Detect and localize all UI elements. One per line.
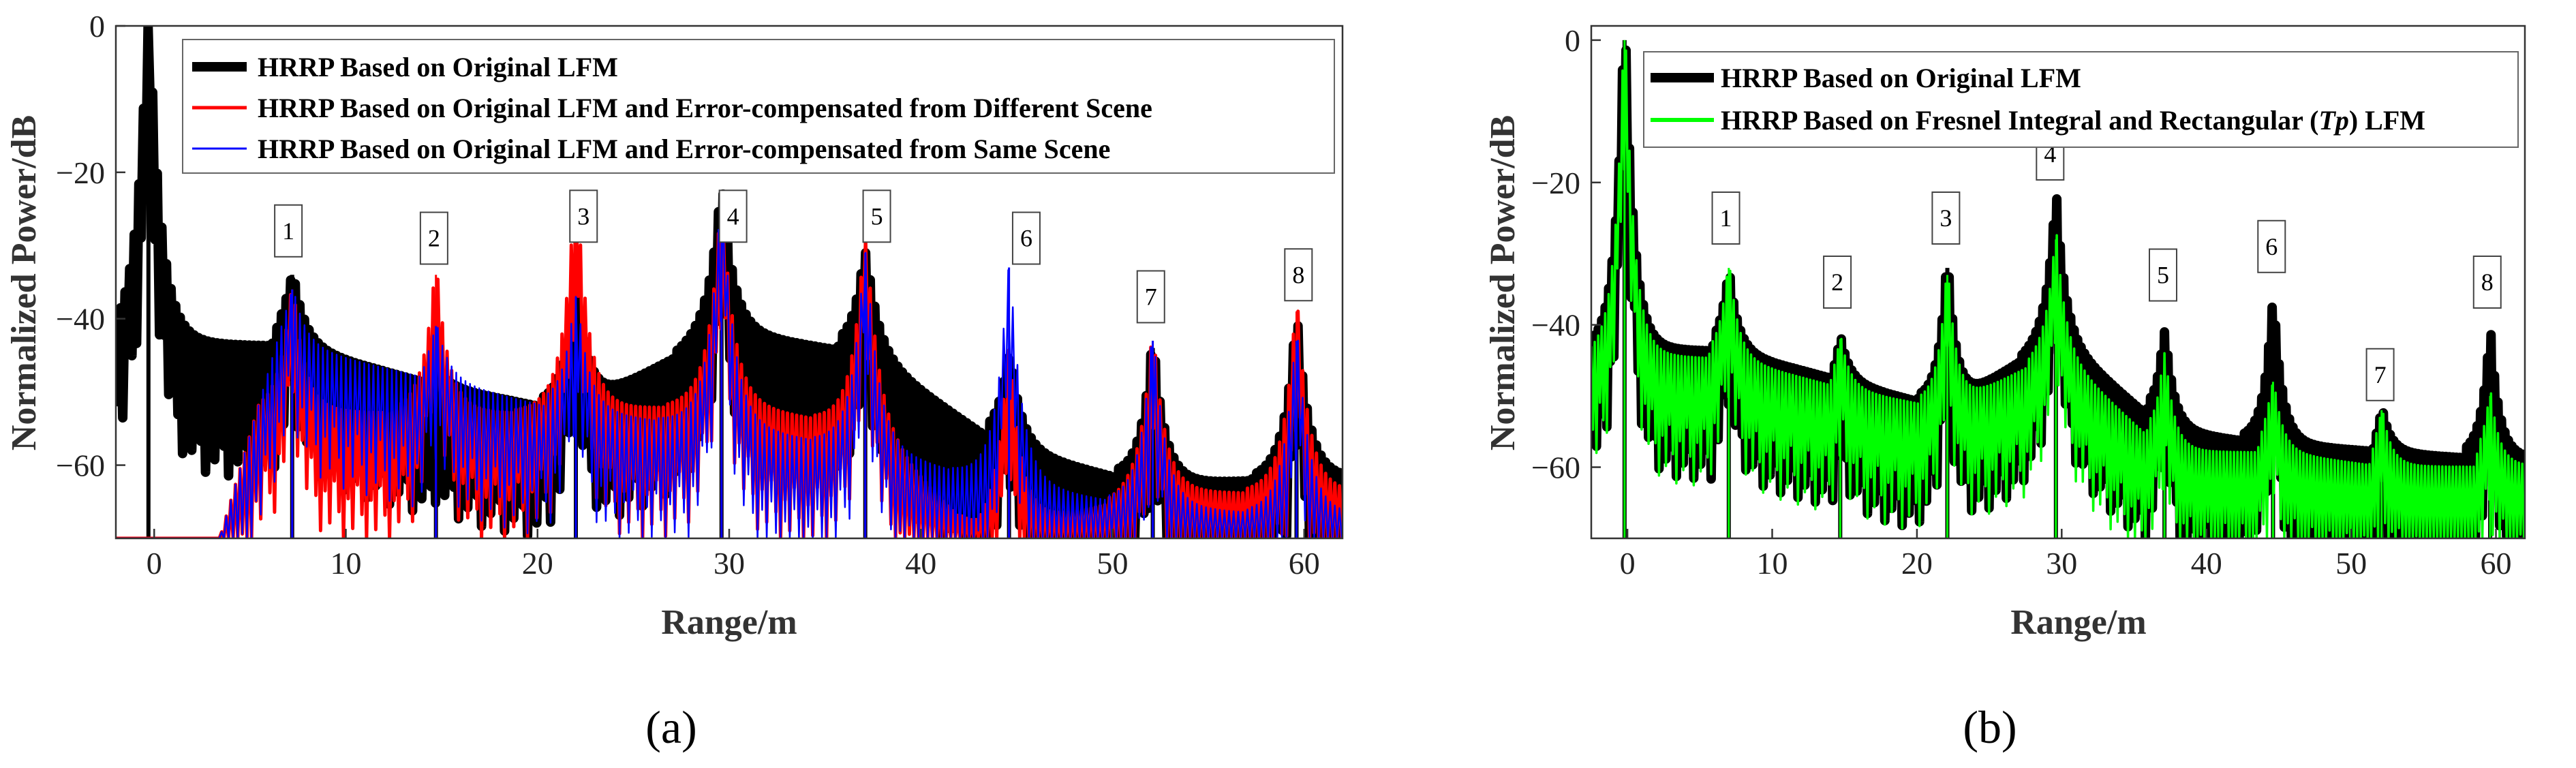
peak-label-box-a-0 — [274, 204, 303, 258]
xtick-label-b-3: 30 — [2046, 546, 2077, 581]
peak-label-a-1: 2 — [428, 225, 440, 252]
ylabel-b: Normalized Power/dB — [1484, 115, 1522, 450]
peak-label-box-a-5 — [1011, 211, 1041, 265]
xtick-label-a-0: 0 — [147, 546, 162, 581]
axis-ticks-b: 0 10 20 30 40 50 60 0 −20 −40 −60 — [1531, 23, 2511, 581]
peak-label-b-0: 1 — [1720, 204, 1732, 232]
peak-label-a-0: 1 — [282, 217, 294, 245]
legend-label-same-scene: HRRP Based on Original LFM and Error-com… — [258, 134, 1110, 164]
peak-label-a-7: 8 — [1292, 261, 1304, 288]
xtick-label-a-2: 20 — [522, 546, 553, 581]
xtick-label-b-1: 10 — [1757, 546, 1788, 581]
peak-label-b-6: 7 — [2374, 361, 2387, 388]
legend-box-b — [1643, 51, 2519, 148]
ytick-label-a-3: −60 — [56, 448, 105, 483]
ytick-label-a-0: 0 — [89, 9, 105, 44]
peak-label-b-2: 3 — [1939, 204, 1952, 232]
peak-label-box-b-7 — [2472, 256, 2502, 309]
peak-label-box-b-5 — [2257, 219, 2286, 273]
ytick-label-b-1: −20 — [1531, 166, 1580, 200]
plot-marks-b — [1591, 40, 2525, 538]
ylabel-a: Normalized Power/dB — [5, 115, 44, 450]
peak-label-box-a-1 — [419, 211, 448, 265]
series-line-a-2 — [116, 200, 1343, 538]
plot-frame-b — [1590, 25, 2526, 540]
ytick-label-a-2: −40 — [56, 302, 105, 337]
peak-label-b-7: 8 — [2481, 268, 2494, 296]
peak-label-b-5: 6 — [2265, 233, 2278, 260]
ytick-label-b-0: 0 — [1565, 23, 1580, 58]
xtick-label-b-5: 50 — [2335, 546, 2367, 581]
ytick-label-a-1: −20 — [56, 155, 105, 190]
peak-label-box-b-4 — [2148, 248, 2177, 302]
axis-ticks-a: 0 10 20 30 40 50 60 0 −20 −40 −60 — [56, 9, 1320, 581]
legend-label-fresnel-part2: ) LFM — [2349, 105, 2425, 136]
caption-b: (b) — [1963, 701, 2017, 753]
legend-label-fresnel: HRRP Based on Fresnel Integral and Recta… — [1721, 105, 2425, 136]
peak-label-a-5: 6 — [1020, 225, 1032, 252]
peak-label-box-a-3 — [718, 189, 748, 243]
plot-marks-a — [116, 26, 1343, 538]
legend-b: HRRP Based on Original LFM HRRP Based on… — [1643, 51, 2519, 148]
peak-label-box-a-2 — [569, 189, 598, 243]
legend-a: HRRP Based on Original LFM HRRP Based on… — [182, 39, 1335, 174]
ytick-label-b-2: −40 — [1531, 308, 1580, 343]
peak-label-b-1: 2 — [1831, 268, 1843, 296]
xtick-label-a-6: 60 — [1289, 546, 1320, 581]
series-line-b-1 — [1591, 49, 2525, 538]
xtick-label-b-2: 20 — [1901, 546, 1933, 581]
peak-label-a-6: 7 — [1145, 283, 1157, 310]
peak-label-box-a-7 — [1284, 248, 1313, 302]
xlabel-b: Range/m — [2010, 603, 2146, 642]
legend-label-original-b: HRRP Based on Original LFM — [1721, 63, 2081, 93]
legend-label-fresnel-part1: HRRP Based on Fresnel Integral and Recta… — [1721, 105, 2318, 136]
legend-box-a — [182, 39, 1335, 174]
peak-label-box-b-1 — [1823, 256, 1852, 309]
peak-label-box-b-2 — [1931, 191, 1961, 245]
peak-label-box-a-4 — [862, 189, 891, 243]
peak-label-b-4: 5 — [2157, 262, 2169, 289]
peak-label-a-4: 5 — [871, 202, 883, 230]
legend-label-different-scene: HRRP Based on Original LFM and Error-com… — [258, 93, 1152, 123]
peak-label-box-b-0 — [1711, 191, 1741, 245]
ytick-label-b-3: −60 — [1531, 450, 1580, 485]
caption-a: (a) — [645, 701, 696, 753]
xlabel-a: Range/m — [661, 603, 797, 642]
peak-label-box-a-6 — [1136, 270, 1165, 324]
xtick-label-b-6: 60 — [2481, 546, 2512, 581]
xtick-label-a-5: 50 — [1097, 546, 1129, 581]
xtick-label-b-0: 0 — [1620, 546, 1636, 581]
peak-labels-a: 1 2 3 4 5 6 7 8 — [274, 189, 1313, 324]
peak-label-a-3: 4 — [727, 202, 739, 230]
xtick-label-b-4: 40 — [2191, 546, 2222, 581]
xtick-label-a-1: 10 — [331, 546, 362, 581]
legend-label-fresnel-tp: Tp — [2318, 105, 2348, 136]
xtick-label-a-4: 40 — [905, 546, 936, 581]
legend-label-original: HRRP Based on Original LFM — [258, 52, 618, 82]
peak-label-a-2: 3 — [577, 202, 589, 230]
xtick-label-a-3: 30 — [714, 546, 745, 581]
chart-panel-a: 0 10 20 30 40 50 60 0 −20 −40 −60 1 2 3 4 5 6 7 8 HRRP Ba… — [5, 9, 1344, 753]
peak-label-box-b-6 — [2365, 348, 2395, 401]
